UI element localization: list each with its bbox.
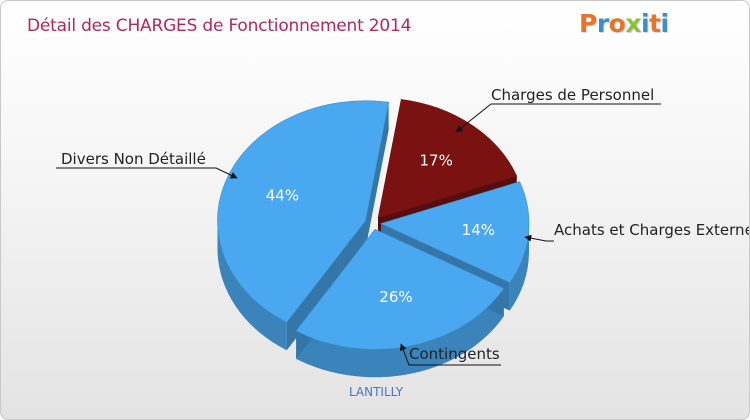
leader-line [399,343,501,366]
slice-labels: 17% 14% 26% 44% Charges de Personnel Achats e… [61,86,749,363]
leader-line [455,103,661,133]
chart-title: Détail des CHARGES de Fonctionnement 201… [27,16,412,36]
proxiti-logo: Proxiti [579,9,669,38]
leader-line [56,167,238,179]
logo-letter: P [579,9,597,38]
slice-cut-face [365,102,389,249]
slice-value-label: 17% [420,151,453,169]
logo-letter: i [660,9,670,38]
slice-value-label: 44% [266,186,299,204]
slice-category-label: Divers Non Détaillé [61,150,206,168]
leader-line [524,234,554,242]
logo-letter: t [649,9,661,38]
slice-side [217,220,287,351]
slice-value-label: 14% [462,221,495,239]
pie-slices [217,99,530,350]
slice-side [509,223,529,311]
logo-letter: i [641,9,650,38]
slice-value-label: 26% [379,288,412,306]
logo-letter: x [625,9,641,38]
leader-lines [56,103,661,366]
logo-letter: o [608,9,626,38]
pie-slice-contingents [295,228,505,350]
logo-letter: r [596,9,609,38]
pie-slice-charges-de-personnel [377,99,518,219]
commune-name: LANTILLY [348,385,404,399]
slice-category-label: Achats et Charges Externes [554,221,749,239]
slice-category-label: Contingents [409,345,500,363]
slice-category-label: Charges de Personnel [491,86,654,104]
slice-side [296,288,504,378]
pie-slice-divers-non-d-taill- [217,100,390,323]
pie-slice-achats-et-charges-externes [380,181,530,283]
